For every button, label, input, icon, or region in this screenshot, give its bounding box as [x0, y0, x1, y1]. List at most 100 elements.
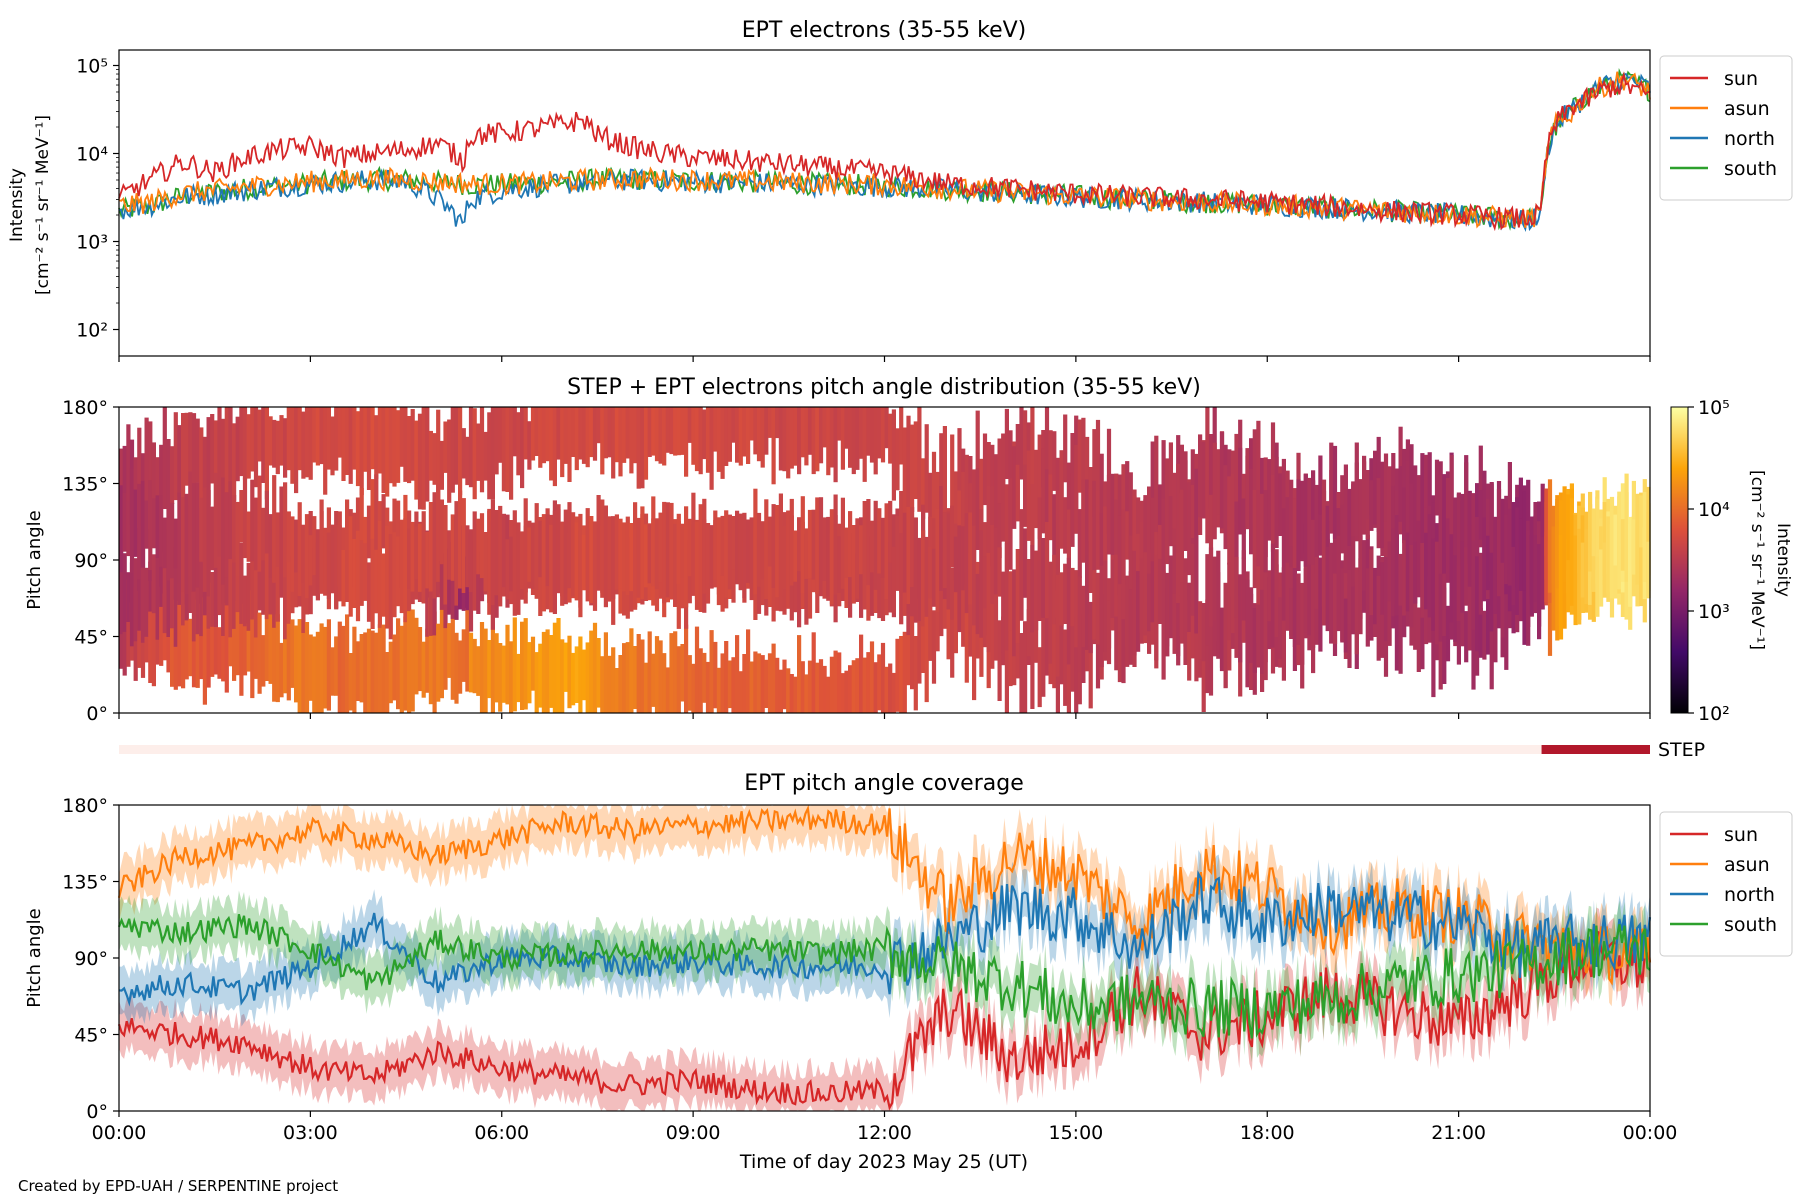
heatmap-cell — [913, 636, 918, 711]
heatmap-cell — [294, 538, 299, 608]
heatmap-cell — [359, 407, 364, 496]
heatmap-cell — [1464, 547, 1469, 606]
heatmap-cell — [1486, 549, 1491, 655]
heatmap-cell — [1161, 571, 1166, 680]
heatmap-cell — [1172, 472, 1177, 529]
heatmap-cell — [1580, 542, 1585, 598]
heatmap-cell — [862, 657, 867, 713]
heatmap-cell — [1292, 568, 1297, 671]
heatmap-cell — [950, 434, 955, 538]
heatmap-cell — [297, 502, 302, 596]
heatmap-cell — [997, 620, 1002, 701]
heatmap-cell — [797, 407, 802, 475]
heatmap-cell — [1486, 535, 1491, 591]
heatmap-cell — [155, 495, 160, 558]
heatmap-cell — [166, 439, 171, 503]
heatmap-cell — [1044, 577, 1050, 676]
heatmap-cell — [549, 524, 554, 613]
heatmap-cell — [1143, 495, 1148, 566]
heatmap-cell — [217, 485, 222, 557]
heatmap-cell — [516, 412, 521, 476]
heatmap-cell — [797, 517, 802, 572]
heatmap-cell — [986, 635, 991, 689]
heatmap-cell — [1121, 464, 1126, 527]
heatmap-cell — [126, 424, 131, 531]
heatmap-cell — [611, 407, 616, 479]
heatmap-cell — [1063, 414, 1068, 483]
heatmap-cell — [563, 642, 568, 692]
heatmap-cell — [326, 407, 331, 470]
heatmap-cell — [753, 407, 758, 455]
heatmap-cell — [986, 486, 991, 563]
heatmap-cell — [1376, 575, 1381, 661]
heatmap-cell — [490, 615, 495, 713]
heatmap-cell — [297, 619, 302, 713]
heatmap-cell — [1128, 472, 1133, 561]
heatmap-cell — [731, 657, 736, 713]
heatmap-cell — [1511, 546, 1516, 605]
heatmap-cell — [530, 407, 536, 461]
heatmap-cell — [479, 513, 485, 579]
heatmap-cell — [654, 407, 660, 462]
heatmap-cell — [906, 604, 911, 686]
heatmap-cell — [705, 407, 711, 473]
heatmap-cell — [447, 530, 452, 580]
heatmap-cell — [414, 420, 419, 500]
heatmap-cell — [137, 483, 142, 580]
heatmap-cell — [767, 653, 773, 713]
heatmap-cell — [942, 426, 947, 529]
colorbar-tick-label: 10⁵ — [1698, 397, 1730, 419]
heatmap-cell — [1376, 478, 1381, 549]
heatmap-cell — [1613, 541, 1618, 599]
heatmap-cell — [680, 407, 685, 455]
heatmap-cell — [665, 407, 670, 453]
heatmap-cell — [935, 508, 940, 613]
heatmap-cell — [789, 407, 794, 469]
heatmap-cell — [1205, 480, 1210, 544]
heatmap-cell — [855, 518, 860, 599]
legend-label-south: south — [1724, 158, 1777, 180]
y-tick-label: 90° — [74, 948, 108, 970]
heatmap-cell — [793, 407, 798, 466]
heatmap-cell — [1234, 501, 1239, 580]
heatmap-cell — [1413, 571, 1418, 650]
heatmap-cell — [490, 499, 495, 606]
heatmap-cell — [1325, 505, 1330, 571]
heatmap-cell — [246, 414, 251, 479]
heatmap-cell — [1281, 508, 1286, 586]
heatmap-cell — [1500, 562, 1505, 638]
heatmap-cell — [888, 413, 893, 464]
heatmap-cell — [592, 407, 598, 461]
heatmap-cell — [574, 407, 579, 471]
heatmap-cell — [465, 436, 470, 486]
heatmap-cell — [1198, 601, 1203, 660]
heatmap-cell — [574, 646, 579, 703]
heatmap-cell — [476, 646, 481, 696]
heatmap-cell — [159, 547, 164, 607]
heatmap-cell — [680, 644, 685, 702]
heatmap-cell — [866, 652, 871, 713]
heatmap-cell — [1343, 598, 1348, 653]
heatmap-cell — [315, 407, 320, 466]
heatmap-cell — [1482, 610, 1487, 660]
heatmap-cell — [272, 475, 277, 583]
heatmap-cell — [1234, 589, 1239, 658]
heatmap-cell — [1219, 607, 1225, 672]
heatmap-cell — [873, 500, 878, 590]
heatmap-cell — [1023, 621, 1028, 713]
heatmap-cell — [1445, 605, 1451, 662]
heatmap-cell — [1354, 442, 1359, 536]
heatmap-cell — [261, 556, 266, 615]
heatmap-cell — [1475, 517, 1480, 589]
heatmap-cell — [1121, 537, 1126, 620]
heatmap-cell — [921, 530, 926, 627]
heatmap-cell — [581, 534, 587, 591]
heatmap-cell — [1015, 549, 1020, 644]
heatmap-cell — [170, 605, 175, 687]
heatmap-cell — [1529, 516, 1534, 616]
heatmap-cell — [1336, 508, 1341, 561]
heatmap-cell — [235, 556, 240, 613]
heatmap-cell — [1154, 554, 1159, 661]
heatmap-cell — [1230, 531, 1235, 633]
heatmap-cell — [611, 516, 616, 599]
